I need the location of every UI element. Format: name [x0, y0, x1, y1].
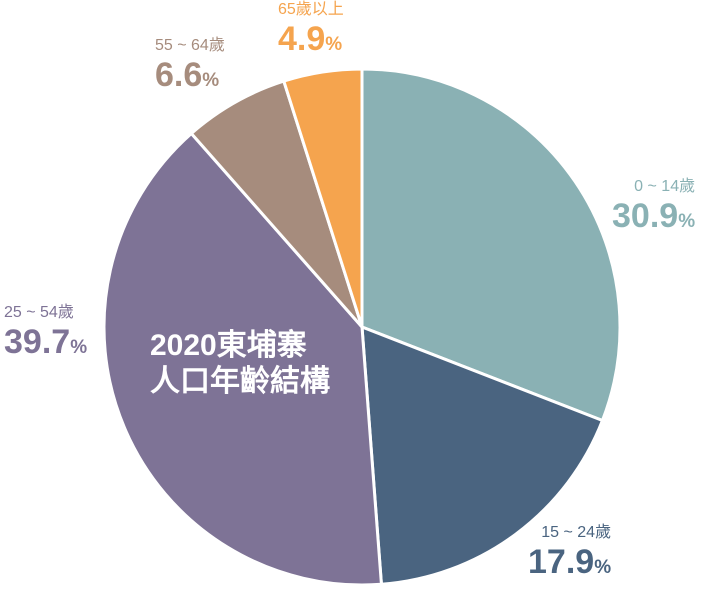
slice-label-65-plus: 65歲以上 4.9%	[278, 1, 344, 58]
category-label: 55 ~ 64歲	[155, 37, 225, 54]
category-label: 0 ~ 14歲	[634, 178, 696, 195]
chart-title: 2020東埔寨	[150, 329, 307, 362]
value-label: 30.9%	[612, 197, 696, 235]
slice-25-54	[102, 131, 383, 587]
slice-label-55-64: 55 ~ 64歲 6.6%	[155, 37, 225, 94]
slice-0-14	[360, 67, 622, 422]
chart-title-block: 2020東埔寨 人口年齡結構	[150, 328, 330, 400]
value-label: 6.6%	[155, 56, 220, 94]
category-label: 25 ~ 54歲	[4, 304, 74, 321]
chart-subtitle: 人口年齡結構	[150, 365, 330, 398]
category-label: 15 ~ 24歲	[541, 524, 612, 541]
slice-label-15-24: 15 ~ 24歲 17.9%	[528, 524, 612, 581]
value-label: 17.9%	[528, 543, 612, 581]
slice-label-25-54: 25 ~ 54歲 39.7%	[4, 304, 88, 361]
slice-65-plus	[282, 67, 364, 329]
category-label: 65歲以上	[278, 1, 344, 18]
value-label: 39.7%	[4, 323, 88, 361]
slice-15-24	[360, 325, 604, 586]
value-label: 4.9%	[278, 20, 343, 58]
slice-label-0-14: 0 ~ 14歲 30.9%	[612, 178, 696, 235]
